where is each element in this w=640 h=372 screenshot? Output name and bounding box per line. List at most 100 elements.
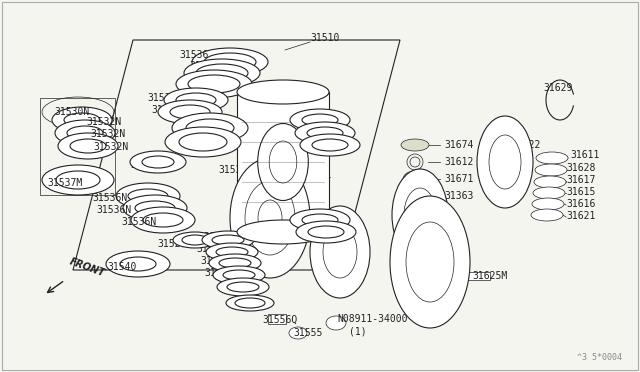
Ellipse shape (289, 327, 307, 339)
Ellipse shape (308, 226, 344, 238)
Ellipse shape (106, 251, 170, 277)
Ellipse shape (296, 221, 356, 243)
Ellipse shape (209, 254, 261, 272)
Text: 31532N: 31532N (86, 117, 121, 127)
Text: 31516: 31516 (271, 150, 300, 160)
Text: 31621: 31621 (566, 211, 595, 221)
Ellipse shape (172, 113, 248, 143)
Text: FRONT: FRONT (68, 257, 106, 279)
Ellipse shape (532, 198, 564, 210)
Ellipse shape (164, 88, 228, 112)
Text: 31542: 31542 (234, 299, 264, 309)
Text: 31552N: 31552N (192, 232, 227, 242)
Text: 31615: 31615 (566, 187, 595, 197)
Ellipse shape (536, 152, 568, 164)
Ellipse shape (300, 134, 360, 156)
Ellipse shape (534, 176, 566, 188)
Ellipse shape (213, 266, 265, 284)
Ellipse shape (176, 70, 252, 98)
Text: 31616: 31616 (566, 199, 595, 209)
Ellipse shape (179, 133, 227, 151)
Text: 31516N: 31516N (221, 280, 256, 290)
Ellipse shape (188, 75, 240, 93)
Text: 31511: 31511 (302, 170, 332, 180)
Ellipse shape (165, 127, 241, 157)
Ellipse shape (310, 206, 370, 298)
Text: 31529: 31529 (130, 160, 159, 170)
Ellipse shape (182, 235, 208, 245)
Ellipse shape (123, 195, 187, 221)
Text: 31363: 31363 (444, 191, 474, 201)
Ellipse shape (142, 156, 174, 168)
Text: 31536: 31536 (198, 72, 227, 82)
Text: 31536: 31536 (189, 61, 218, 71)
Text: 31617: 31617 (566, 175, 595, 185)
Ellipse shape (290, 209, 350, 231)
Ellipse shape (323, 226, 357, 278)
Ellipse shape (245, 181, 295, 255)
Text: 31521: 31521 (254, 127, 284, 137)
Ellipse shape (128, 189, 168, 203)
Text: 31530N: 31530N (54, 107, 89, 117)
Ellipse shape (56, 171, 100, 189)
Ellipse shape (216, 247, 248, 257)
Ellipse shape (533, 187, 565, 199)
Ellipse shape (173, 232, 217, 248)
Text: 31611: 31611 (570, 150, 600, 160)
Ellipse shape (217, 278, 269, 296)
Text: 31536N: 31536N (121, 217, 156, 227)
Ellipse shape (312, 139, 348, 151)
Text: 31556Q: 31556Q (262, 315, 297, 325)
Ellipse shape (206, 243, 258, 261)
Text: 31538: 31538 (147, 93, 177, 103)
Ellipse shape (237, 80, 329, 104)
Text: 31552: 31552 (248, 115, 277, 125)
Ellipse shape (390, 196, 470, 328)
Text: 31537: 31537 (151, 105, 180, 115)
Text: 31630: 31630 (426, 273, 456, 283)
Ellipse shape (258, 124, 308, 201)
Ellipse shape (52, 107, 112, 133)
Ellipse shape (404, 188, 436, 242)
Text: 31529N: 31529N (157, 239, 192, 249)
Ellipse shape (302, 114, 338, 126)
Ellipse shape (192, 48, 268, 76)
Ellipse shape (170, 105, 210, 119)
Text: 31514: 31514 (253, 138, 282, 148)
Text: 31537M: 31537M (47, 178, 83, 188)
Text: 31536N: 31536N (96, 205, 131, 215)
Bar (237, 92, 329, 232)
Ellipse shape (269, 141, 297, 183)
Ellipse shape (531, 209, 563, 221)
Ellipse shape (401, 139, 429, 151)
Ellipse shape (219, 258, 251, 268)
Ellipse shape (55, 120, 115, 146)
Ellipse shape (230, 158, 310, 278)
Ellipse shape (116, 183, 180, 209)
Ellipse shape (307, 127, 343, 139)
Text: N08911-34000: N08911-34000 (337, 314, 408, 324)
Text: 31536N: 31536N (92, 193, 127, 203)
Ellipse shape (489, 135, 521, 189)
Text: 31540: 31540 (107, 262, 136, 272)
Ellipse shape (302, 214, 338, 226)
Text: 31510: 31510 (310, 33, 339, 43)
Ellipse shape (223, 270, 255, 280)
Text: 31523: 31523 (218, 165, 248, 175)
Bar (268, 314, 286, 324)
Ellipse shape (258, 200, 282, 236)
Ellipse shape (196, 64, 248, 82)
Ellipse shape (64, 113, 100, 127)
Ellipse shape (477, 116, 533, 208)
Text: 31483: 31483 (337, 250, 366, 260)
Ellipse shape (120, 257, 156, 271)
Text: 31532N: 31532N (90, 129, 125, 139)
Ellipse shape (403, 171, 427, 187)
Ellipse shape (158, 100, 222, 124)
Text: 31517: 31517 (291, 159, 321, 169)
Ellipse shape (237, 220, 329, 244)
Ellipse shape (135, 201, 175, 215)
Text: 31536: 31536 (179, 50, 209, 60)
Ellipse shape (392, 169, 448, 261)
Ellipse shape (143, 213, 183, 227)
